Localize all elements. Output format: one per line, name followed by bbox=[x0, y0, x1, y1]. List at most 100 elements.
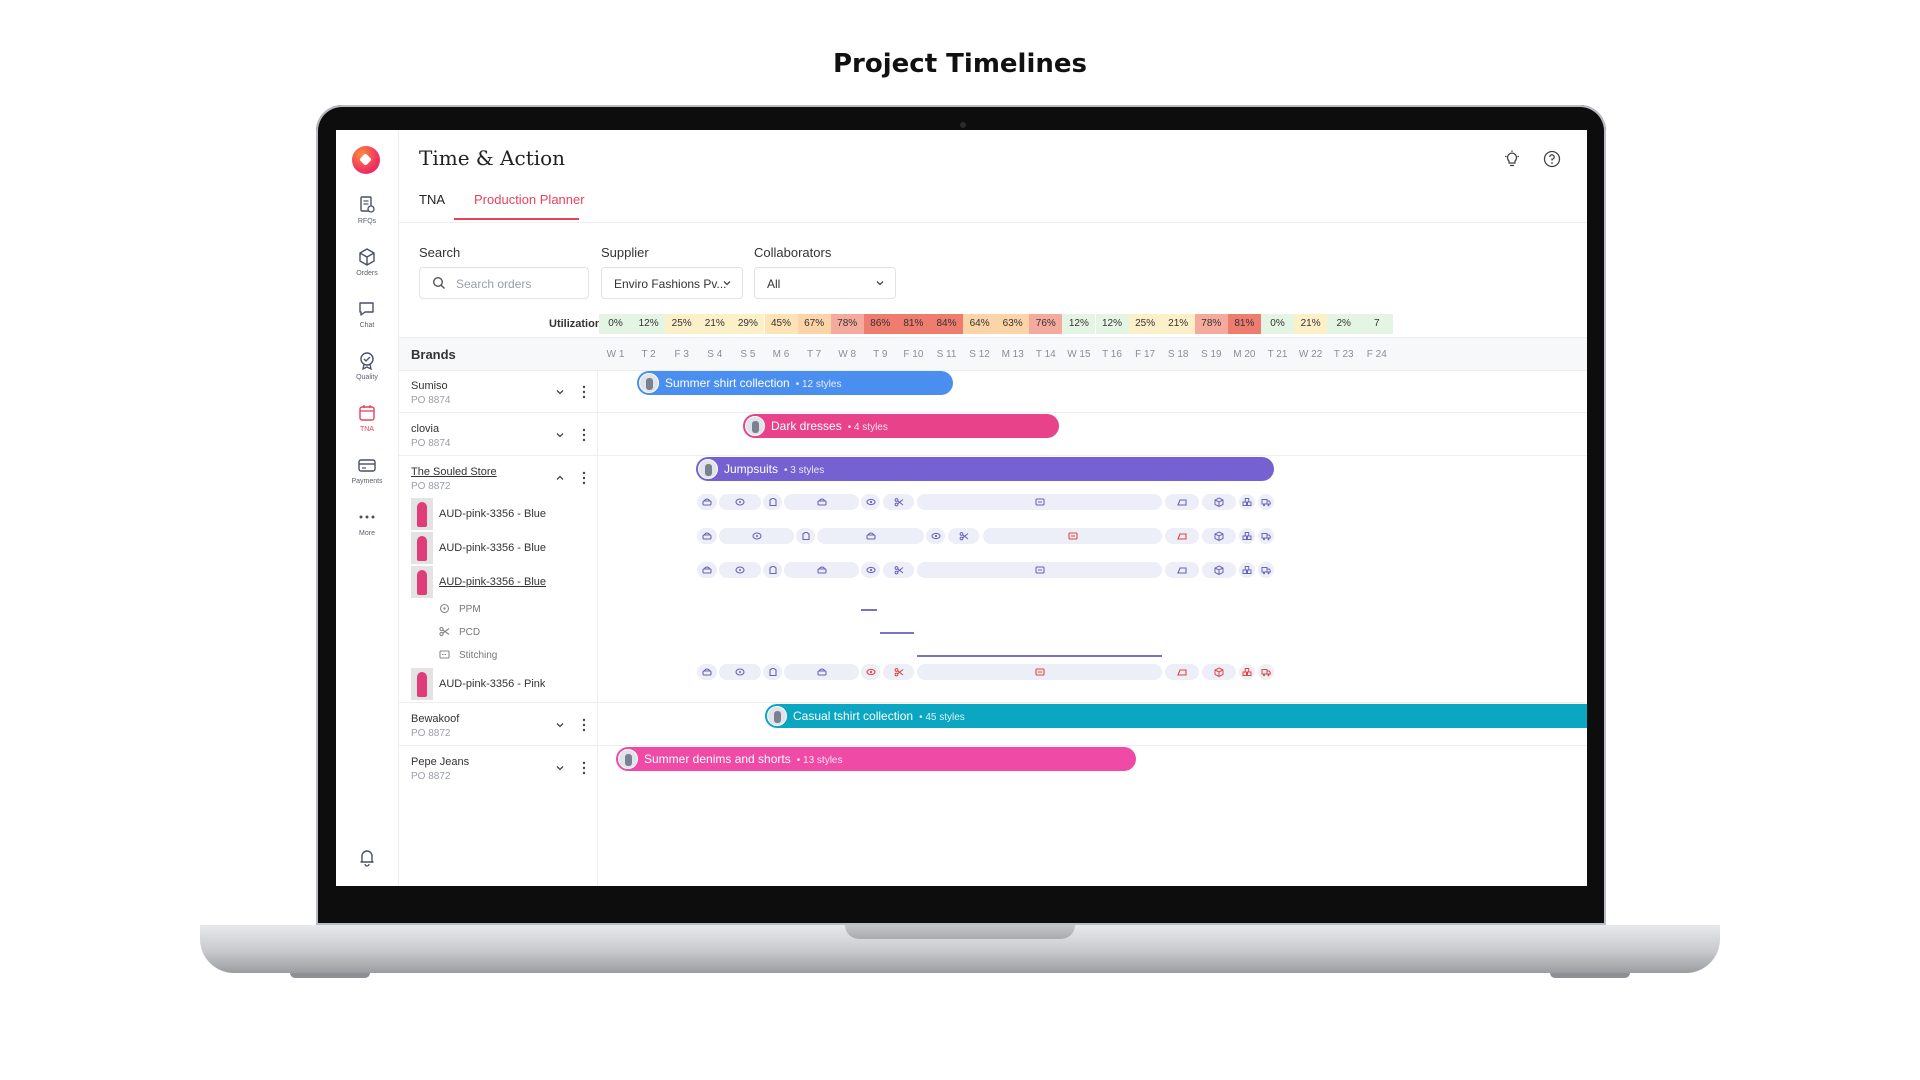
kebab-menu-icon[interactable] bbox=[582, 718, 586, 732]
chevron-down-icon[interactable] bbox=[555, 763, 565, 773]
task-segment[interactable] bbox=[1165, 664, 1199, 680]
row-divider bbox=[399, 702, 1587, 703]
search-input[interactable]: Search orders bbox=[419, 267, 589, 299]
rfq-icon bbox=[360, 196, 375, 213]
laptop-camera bbox=[960, 122, 966, 128]
task-segment[interactable] bbox=[817, 528, 924, 544]
task-segment[interactable] bbox=[861, 494, 880, 510]
timeline-bar[interactable]: Summer denims and shorts • 13 styles bbox=[616, 747, 1136, 771]
task-segment[interactable] bbox=[1165, 528, 1199, 544]
task-segment[interactable] bbox=[917, 664, 1162, 680]
style-name: AUD-pink-3356 - Blue bbox=[439, 508, 546, 520]
task-segment[interactable] bbox=[697, 664, 717, 680]
subtask-gantt-line bbox=[917, 655, 1162, 657]
task-segment[interactable] bbox=[784, 664, 859, 680]
task-segment[interactable] bbox=[763, 494, 782, 510]
chevron-up-icon[interactable] bbox=[555, 473, 565, 483]
task-segment[interactable] bbox=[1239, 562, 1255, 578]
task-segment[interactable] bbox=[917, 494, 1162, 510]
task-segment[interactable] bbox=[983, 528, 1162, 544]
nav-item-rfqs[interactable]: RFQs bbox=[336, 195, 398, 225]
quality-badge-icon bbox=[360, 352, 374, 371]
nav-label: More bbox=[359, 530, 375, 537]
help-icon[interactable] bbox=[1543, 150, 1561, 168]
task-segment[interactable] bbox=[917, 562, 1162, 578]
utilization-cell: 81% bbox=[896, 314, 930, 334]
box-task-icon bbox=[1214, 667, 1224, 677]
active-tab-indicator bbox=[454, 218, 579, 220]
task-segment[interactable] bbox=[1202, 528, 1236, 544]
collaborators-value: All bbox=[767, 277, 781, 291]
task-segment[interactable] bbox=[1202, 664, 1236, 680]
lightbulb-icon[interactable] bbox=[1503, 150, 1521, 168]
task-segment[interactable] bbox=[719, 664, 761, 680]
task-segment[interactable] bbox=[1258, 562, 1274, 578]
task-segment[interactable] bbox=[1239, 664, 1255, 680]
task-segment[interactable] bbox=[861, 664, 880, 680]
nav-item-payments[interactable]: Payments bbox=[336, 455, 398, 485]
task-segment[interactable] bbox=[763, 664, 782, 680]
task-segment[interactable] bbox=[1239, 528, 1255, 544]
supplier-select[interactable]: Enviro Fashions Pv... bbox=[601, 267, 743, 299]
utilization-cell: 81% bbox=[1227, 314, 1261, 334]
task-segment[interactable] bbox=[763, 562, 782, 578]
task-segment[interactable] bbox=[883, 494, 914, 510]
task-segment[interactable] bbox=[926, 528, 945, 544]
timeline-bar[interactable]: Dark dresses • 4 styles bbox=[743, 414, 1059, 438]
app-logo-icon[interactable] bbox=[352, 146, 380, 174]
tab-production-planner[interactable]: Production Planner bbox=[474, 192, 585, 207]
kebab-menu-icon[interactable] bbox=[582, 761, 586, 775]
task-segment[interactable] bbox=[784, 494, 859, 510]
timeline-bar[interactable]: Jumpsuits • 3 styles bbox=[696, 457, 1274, 481]
task-segment[interactable] bbox=[719, 562, 761, 578]
style-name: AUD-pink-3356 - Pink bbox=[439, 678, 546, 690]
nav-item-quality[interactable]: Quality bbox=[336, 351, 398, 381]
task-segment[interactable] bbox=[1202, 562, 1236, 578]
utilization-cell: 2% bbox=[1327, 314, 1361, 334]
task-segment[interactable] bbox=[1165, 562, 1199, 578]
task-segment[interactable] bbox=[1165, 494, 1199, 510]
timeline-bar[interactable]: Casual tshirt collection • 45 styles bbox=[765, 704, 1587, 728]
task-segment[interactable] bbox=[948, 528, 979, 544]
task-segment[interactable] bbox=[719, 528, 794, 544]
task-segment[interactable] bbox=[1202, 494, 1236, 510]
collaborators-select[interactable]: All bbox=[754, 267, 896, 299]
task-segment[interactable] bbox=[883, 562, 914, 578]
kebab-menu-icon[interactable] bbox=[582, 385, 586, 399]
nav-item-more[interactable]: More bbox=[336, 507, 398, 537]
task-segment[interactable] bbox=[1258, 528, 1274, 544]
task-segment[interactable] bbox=[1258, 664, 1274, 680]
hat-task-icon bbox=[816, 668, 827, 676]
timeline-header: Brands W 1 T 2 F 3 S 4 S 5 M 6 T 7 W 8 T 9 F 10 S … bbox=[399, 337, 1587, 371]
task-segment[interactable] bbox=[697, 494, 717, 510]
task-segment[interactable] bbox=[719, 494, 761, 510]
chevron-down-icon[interactable] bbox=[555, 387, 565, 397]
task-segment[interactable] bbox=[697, 528, 717, 544]
week-label: W 1 bbox=[606, 349, 625, 360]
scissors-icon bbox=[439, 626, 450, 637]
nav-item-chat[interactable]: Chat bbox=[336, 299, 398, 329]
kebab-menu-icon[interactable] bbox=[582, 471, 586, 485]
task-segment[interactable] bbox=[861, 562, 880, 578]
bell-icon[interactable] bbox=[357, 847, 377, 867]
task-segment[interactable] bbox=[796, 528, 815, 544]
tab-tna[interactable]: TNA bbox=[419, 192, 445, 207]
task-segment[interactable] bbox=[1258, 494, 1274, 510]
task-segment[interactable] bbox=[1239, 494, 1255, 510]
week-label: S 12 bbox=[969, 349, 990, 360]
task-segment[interactable] bbox=[784, 562, 859, 578]
chevron-down-icon[interactable] bbox=[555, 430, 565, 440]
style-name-link[interactable]: AUD-pink-3356 - Blue bbox=[439, 576, 546, 588]
style-thumbnail bbox=[411, 498, 433, 530]
brand-name-link[interactable]: The Souled Store bbox=[411, 466, 497, 478]
kebab-menu-icon[interactable] bbox=[582, 428, 586, 442]
nav-item-tna[interactable]: TNA bbox=[336, 403, 398, 433]
bar-label: Jumpsuits • 3 styles bbox=[724, 462, 825, 476]
chevron-down-icon[interactable] bbox=[555, 720, 565, 730]
task-segment[interactable] bbox=[697, 562, 717, 578]
utilization-cell: 21% bbox=[1294, 314, 1328, 334]
timeline-bar[interactable]: Summer shirt collection • 12 styles bbox=[637, 371, 953, 395]
week-label: S 5 bbox=[740, 349, 756, 360]
nav-item-orders[interactable]: Orders bbox=[336, 247, 398, 277]
task-segment[interactable] bbox=[883, 664, 914, 680]
